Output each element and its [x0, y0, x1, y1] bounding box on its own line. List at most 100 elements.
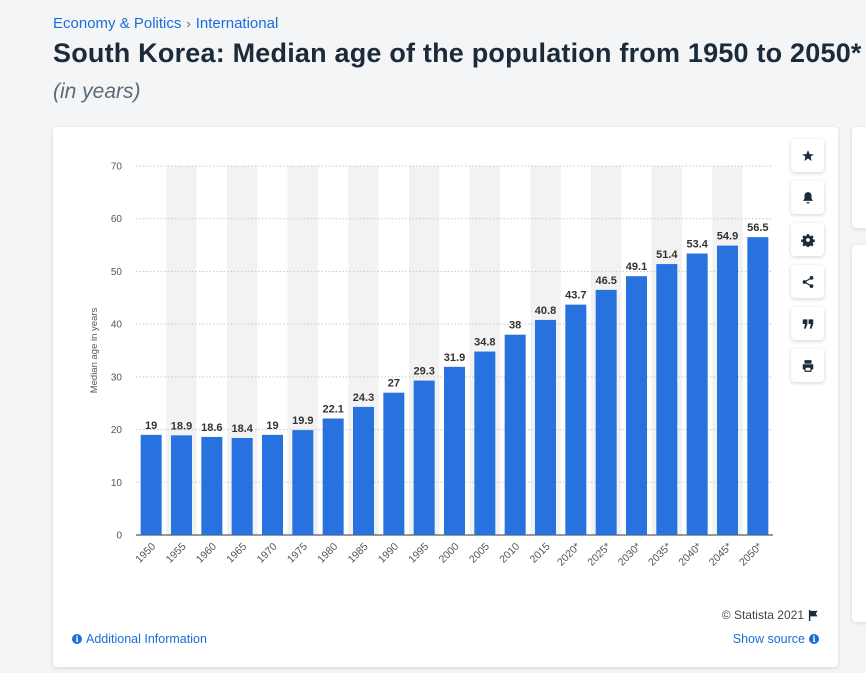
- data-label: 19.9: [292, 415, 313, 427]
- x-tick-label: 1950: [133, 541, 158, 566]
- x-tick-label: 2020*: [555, 541, 583, 569]
- data-label: 38: [509, 320, 521, 332]
- side-panel-bottom: [852, 245, 866, 622]
- page-subtitle: (in years): [53, 80, 141, 103]
- x-tick-label: 2035*: [646, 541, 674, 569]
- data-label: 46.5: [595, 275, 616, 287]
- bar: [231, 438, 253, 535]
- bar: [565, 304, 587, 535]
- breadcrumb-separator: ›: [186, 16, 191, 31]
- x-tick-label: 1965: [224, 541, 249, 566]
- x-tick-label: 1960: [194, 541, 219, 566]
- bar: [747, 237, 769, 535]
- print-icon: [802, 359, 813, 372]
- bar: [595, 289, 617, 535]
- x-tick-label: 1990: [376, 541, 401, 566]
- x-tick-label: 2025*: [585, 541, 613, 569]
- copyright-text: © Statista 2021: [721, 608, 804, 622]
- y-axis-label: Median age in years: [89, 307, 100, 393]
- bar: [292, 430, 314, 535]
- additional-information-link[interactable]: i Additional Information: [72, 632, 207, 646]
- bar: [383, 392, 405, 535]
- bar: [444, 366, 465, 535]
- data-label: 54.9: [717, 231, 738, 243]
- y-tick-label: 0: [116, 531, 122, 542]
- bar: [535, 319, 556, 535]
- x-tick-label: 2005: [467, 541, 492, 566]
- data-label: 31.9: [444, 352, 465, 364]
- x-tick-label: 2050*: [737, 541, 765, 569]
- page-title: South Korea: Median age of the populatio…: [53, 38, 862, 68]
- info-icon: i: [809, 634, 819, 644]
- data-label: 43.7: [565, 290, 586, 302]
- bar: [656, 264, 678, 535]
- settings-button[interactable]: [791, 223, 824, 256]
- x-tick-label: 2015: [528, 541, 553, 566]
- data-label: 49.1: [626, 261, 647, 273]
- data-label: 19: [266, 420, 278, 432]
- x-tick-label: 2010: [497, 541, 522, 566]
- bar: [717, 245, 738, 535]
- data-label: 53.4: [686, 239, 708, 251]
- bar: [353, 406, 374, 535]
- x-tick-label: 1975: [285, 541, 310, 566]
- y-tick-label: 10: [111, 478, 123, 489]
- x-tick-label: 2000: [437, 541, 462, 566]
- bar: [262, 434, 283, 535]
- data-label: 18.6: [201, 422, 222, 434]
- data-label: 51.4: [656, 249, 678, 261]
- data-label: 22.1: [322, 404, 343, 416]
- y-tick-label: 30: [111, 372, 123, 383]
- breadcrumb-item-economy-politics[interactable]: Economy & Politics: [53, 15, 182, 32]
- y-tick-label: 20: [111, 425, 123, 436]
- breadcrumb-item-international[interactable]: International: [195, 15, 279, 32]
- data-label: 40.8: [535, 305, 556, 317]
- data-label: 34.8: [474, 337, 495, 349]
- bar: [322, 418, 344, 535]
- bar: [474, 351, 496, 535]
- x-tick-label: 1955: [164, 541, 189, 566]
- bar: [201, 436, 223, 535]
- x-tick-label: 1985: [346, 541, 371, 566]
- quote-icon: [802, 318, 813, 329]
- data-label: 56.5: [747, 222, 768, 234]
- x-tick-label: 2045*: [707, 541, 735, 569]
- y-tick-label: 50: [111, 267, 123, 278]
- share-icon: [802, 275, 813, 288]
- x-tick-label: 1980: [315, 541, 340, 566]
- cite-button[interactable]: [791, 307, 824, 340]
- data-label: 29.3: [413, 366, 434, 378]
- flag-icon: [808, 609, 818, 621]
- data-label: 18.9: [171, 420, 192, 432]
- bar-chart: 0 10 20 30 40 50 60 70 Median age in years 19 1950…: [89, 162, 773, 569]
- star-icon: [801, 149, 814, 161]
- show-source-label: Show source: [732, 632, 805, 646]
- show-source-link[interactable]: Show source i: [733, 632, 819, 646]
- x-tick-label: 1995: [406, 541, 431, 566]
- data-label: 27: [388, 378, 400, 390]
- bar: [413, 380, 435, 535]
- x-tick-label: 1970: [255, 541, 280, 566]
- breadcrumb: Economy & Politics › International: [53, 15, 278, 32]
- bar: [140, 434, 162, 535]
- notification-button[interactable]: [791, 181, 824, 214]
- print-button[interactable]: [791, 349, 824, 382]
- y-tick-label: 60: [111, 214, 123, 225]
- bar: [686, 253, 708, 535]
- bar: [504, 334, 526, 535]
- data-label: 18.4: [231, 423, 253, 435]
- x-tick-label: 2030*: [616, 541, 644, 569]
- bell-icon: [802, 191, 813, 204]
- copyright-notice: © Statista 2021: [722, 608, 819, 622]
- bar: [626, 276, 647, 535]
- bar: [171, 435, 192, 535]
- share-button[interactable]: [791, 265, 824, 298]
- y-tick-label: 40: [111, 320, 123, 331]
- y-tick-label: 70: [111, 162, 123, 173]
- additional-information-label: Additional Information: [86, 632, 207, 646]
- side-panel-top: [852, 127, 866, 228]
- data-label: 24.3: [353, 392, 374, 404]
- favorite-button[interactable]: [791, 139, 824, 172]
- chart-card: 0 10 20 30 40 50 60 70 Median age in years 19 1950…: [53, 127, 838, 667]
- data-label: 19: [145, 420, 157, 432]
